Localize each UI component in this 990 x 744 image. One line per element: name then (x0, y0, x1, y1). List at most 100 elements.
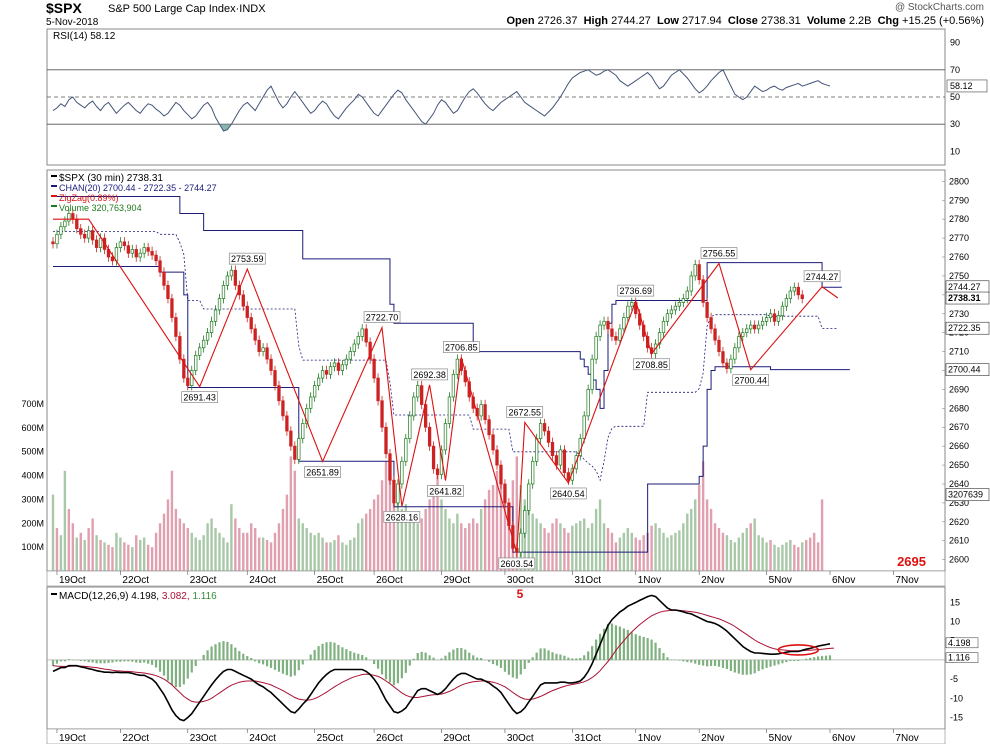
macd-histogram-bar (539, 648, 542, 661)
macd-histogram-bar (91, 659, 94, 663)
volume-bar (289, 456, 293, 571)
macd-histogram-bar (757, 659, 760, 671)
candle-body (289, 430, 293, 447)
volume-bar (483, 499, 487, 571)
x-axis-label: 24Oct (249, 733, 276, 744)
candle-body (431, 445, 436, 470)
volume-bar (440, 499, 443, 571)
volume-bar (420, 518, 423, 571)
rsi-tick-label: 70 (950, 65, 960, 75)
candle-body (764, 317, 769, 322)
volume-bar (341, 542, 344, 571)
volume-bar (713, 523, 717, 571)
macd-histogram-bar (602, 628, 606, 661)
macd-histogram-bar (139, 659, 142, 663)
volume-bar (590, 523, 594, 571)
volume-bar (372, 499, 376, 571)
candle-body (198, 347, 202, 356)
candle-body (186, 377, 190, 386)
volume-bar (265, 539, 269, 571)
x-axis-label: 19Oct (59, 575, 86, 586)
candle-body (138, 252, 142, 258)
macd-histogram-bar (567, 657, 570, 661)
volume-bar (757, 535, 760, 571)
volume-bar (115, 532, 118, 571)
macd-histogram-bar (432, 657, 435, 661)
candle-body (630, 302, 634, 307)
macd-histogram-bar (765, 659, 768, 668)
candle-body (392, 479, 396, 504)
volume-bar (543, 528, 546, 571)
candle-body (166, 285, 170, 299)
macd-histogram-bar (614, 625, 618, 661)
volume-bar (563, 528, 566, 571)
macd-histogram-bar (317, 646, 320, 661)
macd-histogram-bar (583, 655, 586, 661)
macd-histogram-bar (587, 651, 590, 661)
volume-bar (127, 544, 130, 571)
macd-histogram-bar (51, 659, 55, 666)
price-tick-label: 2790 (949, 195, 969, 205)
macd-histogram-bar (515, 659, 518, 679)
macd-histogram-bar (793, 659, 796, 661)
candle-body (194, 355, 198, 371)
volume-bar (234, 518, 237, 571)
macd-histogram-bar (166, 659, 170, 681)
macd-histogram-bar (495, 659, 499, 666)
volume-bar (801, 542, 804, 571)
macd-histogram-bar (79, 659, 82, 661)
macd-histogram-bar (289, 659, 292, 677)
volume-bar (444, 508, 447, 571)
volume-bar (309, 532, 312, 571)
volume-bar (448, 518, 451, 571)
volume-tick-label: 600M (21, 423, 44, 433)
price-legend-item: ZigZag(0.89%) (59, 193, 119, 203)
macd-histogram-bar (67, 659, 70, 661)
volume-tick-label: 100M (21, 542, 44, 552)
volume-bar (146, 544, 150, 571)
volume-bar (281, 508, 285, 571)
candle-body (209, 320, 214, 334)
volume-bar (709, 508, 713, 571)
channel-lower-line (53, 265, 850, 553)
macd-histogram-bar (813, 657, 816, 661)
volume-bar (797, 547, 800, 571)
volume-bar (531, 513, 534, 571)
volume-bar (67, 508, 71, 571)
macd-histogram-bar (218, 642, 221, 661)
x-axis-label: 22Oct (122, 575, 149, 586)
macd-histogram-bar (523, 659, 526, 670)
candle-body (713, 328, 717, 341)
macd-histogram-bar (83, 659, 86, 662)
macd-histogram-bar (412, 658, 415, 661)
price-tick-label: 2630 (949, 498, 969, 508)
volume-bar (468, 523, 471, 571)
volume-bar (246, 532, 249, 571)
candle-body (94, 239, 99, 248)
candle-body (146, 247, 150, 252)
volume-bar (602, 523, 606, 571)
volume-bar (793, 544, 796, 571)
candle-body (733, 347, 737, 360)
macd-histogram-bar (416, 653, 419, 661)
candle-body (134, 249, 138, 258)
macd-histogram-bar (440, 658, 443, 661)
candle-body (455, 358, 460, 375)
macd-histogram-bar (761, 659, 764, 670)
macd-histogram-bar (805, 658, 808, 661)
macd-histogram-bar (95, 659, 98, 664)
macd-histogram-bar (206, 650, 209, 661)
macd-histogram-bar (674, 659, 677, 661)
macd-histogram-bar (357, 653, 360, 661)
volume-bar (158, 523, 162, 571)
macd-histogram-bar (154, 659, 158, 668)
volume-bar (487, 489, 491, 571)
macd-histogram-bar (706, 659, 709, 667)
volume-bar (674, 532, 677, 571)
volume-bar (820, 499, 824, 571)
candle-body (447, 396, 452, 424)
volume-bar (139, 539, 142, 571)
candle-body (737, 336, 741, 349)
candle-body (780, 305, 785, 316)
